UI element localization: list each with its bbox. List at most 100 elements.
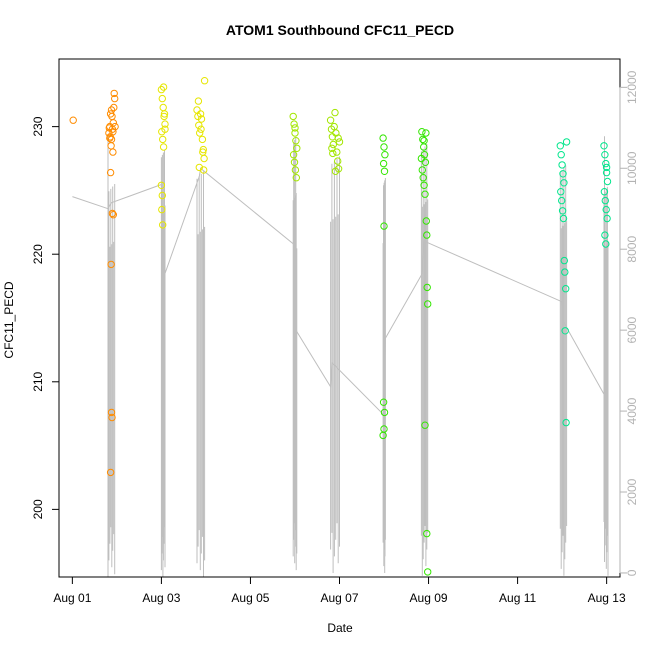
data-point	[200, 77, 209, 85]
y-axis-label: CFC11_PECD	[2, 281, 16, 358]
data-point	[380, 143, 388, 151]
y-axis: 200 210 220 230	[31, 116, 60, 519]
data-point	[289, 112, 297, 121]
data-point	[602, 163, 611, 172]
y2-tick-label: 8000	[625, 236, 639, 263]
data-point	[290, 158, 299, 167]
chart-title: ATOM1 Southbound CFC11_PECD	[226, 22, 454, 38]
data-point	[380, 408, 389, 417]
data-point	[380, 222, 388, 230]
data-point	[335, 138, 344, 146]
data-point	[333, 148, 341, 156]
data-point	[418, 128, 426, 136]
y-tick-label: 230	[31, 116, 45, 136]
data-point	[107, 142, 115, 150]
data-point	[560, 179, 568, 187]
data-point	[157, 85, 166, 94]
data-point	[289, 151, 298, 159]
y2-tick-label: 4000	[625, 397, 639, 424]
data-point	[380, 167, 389, 176]
data-point	[558, 161, 566, 169]
data-point	[561, 327, 569, 335]
data-point	[559, 170, 567, 178]
data-point	[107, 260, 115, 269]
data-point	[601, 231, 609, 239]
data-point	[558, 207, 567, 215]
data-point	[106, 468, 115, 477]
data-point	[197, 125, 205, 133]
scatter-points	[69, 77, 612, 576]
data-point	[423, 529, 431, 538]
x-axis: Aug 01 Aug 03 Aug 05 Aug 07 Aug 09 Aug 11 Aug …	[53, 576, 626, 605]
x-tick-label: Aug 03	[142, 591, 180, 605]
data-point	[200, 154, 208, 163]
data-point	[557, 151, 565, 159]
data-point	[109, 211, 118, 219]
y2-axis: 0 2000 4000 6000 8000 10000 12000	[619, 70, 639, 576]
y-tick-label: 200	[31, 499, 45, 519]
data-point	[195, 121, 203, 130]
y-tick-label: 220	[31, 244, 45, 264]
data-point	[602, 159, 610, 168]
x-tick-label: Aug 09	[410, 591, 448, 605]
data-point	[423, 283, 431, 292]
data-point	[422, 217, 430, 225]
y-tick-label: 210	[31, 371, 45, 391]
data-point	[334, 134, 342, 142]
data-point	[110, 89, 118, 98]
data-point	[562, 138, 571, 146]
data-point	[601, 151, 609, 159]
data-point	[419, 135, 427, 144]
data-point	[106, 134, 114, 142]
data-point	[159, 135, 167, 144]
data-point	[293, 144, 301, 153]
data-point	[420, 181, 428, 190]
data-point	[69, 116, 77, 124]
data-point	[421, 190, 429, 198]
data-point	[379, 134, 387, 142]
data-point	[379, 398, 388, 406]
data-point	[292, 174, 300, 182]
data-point	[381, 151, 389, 159]
data-point	[331, 167, 340, 176]
data-point	[159, 103, 167, 112]
data-point	[158, 191, 167, 200]
data-point	[328, 144, 336, 153]
x-tick-label: Aug 13	[588, 591, 626, 605]
data-point	[379, 431, 387, 440]
x-axis-label: Date	[327, 621, 353, 635]
data-point	[424, 568, 432, 576]
data-point	[199, 148, 207, 156]
data-point	[111, 94, 119, 103]
data-point	[107, 106, 116, 114]
data-point	[161, 125, 169, 133]
data-point	[109, 148, 117, 156]
data-point	[331, 108, 339, 117]
data-point	[600, 142, 608, 150]
data-point	[559, 214, 568, 223]
data-point	[600, 188, 609, 196]
data-point	[197, 115, 206, 123]
y2-tick-label: 12000	[625, 70, 639, 104]
data-point	[291, 166, 300, 174]
data-point	[423, 231, 431, 239]
data-point	[558, 196, 566, 205]
data-point	[561, 268, 569, 276]
data-point	[158, 94, 167, 103]
data-point	[108, 413, 116, 422]
x-tick-label: Aug 11	[499, 591, 536, 605]
data-point	[106, 168, 115, 177]
y2-tick-label: 10000	[625, 151, 639, 185]
line-series-path	[72, 167, 609, 417]
data-point	[159, 143, 168, 151]
data-point	[326, 116, 335, 124]
x-tick-label: Aug 05	[231, 591, 269, 605]
data-point	[418, 166, 426, 174]
data-point	[419, 174, 427, 182]
data-point	[290, 120, 298, 128]
data-point	[108, 209, 117, 218]
data-point	[379, 159, 388, 168]
data-point	[194, 97, 203, 105]
data-point	[196, 129, 204, 137]
